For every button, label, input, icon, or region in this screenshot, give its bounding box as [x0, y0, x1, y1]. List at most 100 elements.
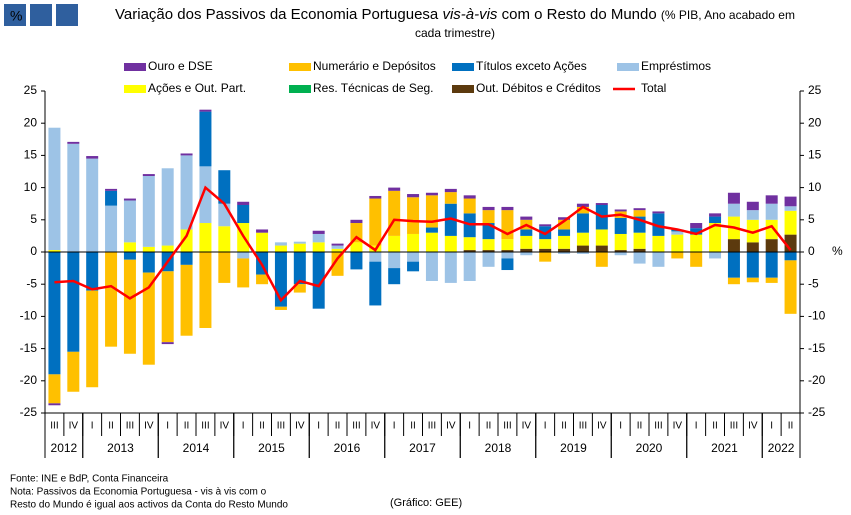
- x-tick-label: III: [503, 421, 511, 432]
- y-tick-label: -15: [20, 341, 38, 355]
- bar: [142, 252, 155, 273]
- x-tick-label: III: [277, 421, 285, 432]
- bar: [727, 203, 740, 217]
- bar: [123, 200, 136, 243]
- bar: [520, 229, 533, 236]
- bar: [690, 252, 703, 267]
- y-tick-label: 15: [808, 148, 822, 162]
- bar: [218, 252, 231, 283]
- bar: [463, 250, 476, 252]
- x-tick-label: IV: [597, 421, 607, 432]
- bar: [142, 272, 155, 365]
- bar: [595, 203, 608, 205]
- bar: [237, 252, 250, 259]
- bar: [652, 235, 665, 252]
- bar: [86, 252, 99, 291]
- bar: [671, 231, 684, 235]
- x-tick-label: III: [579, 421, 587, 432]
- x-tick-label: IV: [522, 421, 532, 432]
- bar: [199, 166, 212, 224]
- bar: [142, 246, 155, 252]
- bar: [558, 252, 571, 254]
- x-tick-label: IV: [673, 421, 683, 432]
- bar: [293, 241, 306, 244]
- bar: [237, 201, 250, 205]
- bar: [180, 264, 193, 336]
- bar: [312, 233, 325, 243]
- bar: [482, 210, 495, 224]
- bar: [67, 252, 80, 352]
- bar: [746, 201, 759, 211]
- y-tick-label: 25: [24, 83, 38, 97]
- y-tick-label: 0: [808, 244, 815, 258]
- bar: [388, 235, 401, 252]
- y-tick-label: 5: [30, 212, 37, 226]
- bar: [652, 252, 665, 267]
- bar: [727, 239, 740, 252]
- bar: [709, 223, 722, 252]
- bar: [350, 252, 363, 270]
- x-tick-label: IV: [371, 421, 381, 432]
- x-tick-label: II: [335, 421, 341, 432]
- bar: [463, 195, 476, 199]
- bar: [425, 192, 438, 196]
- bar: [425, 252, 438, 281]
- bar: [237, 204, 250, 224]
- bar: [633, 210, 646, 217]
- bar: [558, 217, 571, 220]
- bar: [293, 284, 306, 293]
- bar: [444, 188, 457, 193]
- bar: [388, 268, 401, 285]
- bar: [690, 234, 703, 252]
- x-tick-label: IV: [220, 421, 230, 432]
- x-tick-label: I: [242, 421, 245, 432]
- x-tick-label: I: [695, 421, 698, 432]
- bar: [671, 252, 684, 259]
- x-tick-label: II: [410, 421, 416, 432]
- bar: [652, 213, 665, 236]
- bar: [48, 403, 61, 406]
- x-tick-label: I: [317, 421, 320, 432]
- bar: [256, 232, 269, 252]
- bar: [331, 243, 344, 246]
- x-tick-label: II: [108, 421, 114, 432]
- bar: [293, 243, 306, 252]
- bar: [105, 188, 118, 191]
- bar: [369, 195, 382, 199]
- bar: [614, 209, 627, 212]
- bar: [444, 252, 457, 283]
- chart-title: Variação dos Passivos da Economia Portug…: [110, 6, 800, 42]
- bar: [539, 239, 552, 249]
- x-tick-label: IV: [144, 421, 154, 432]
- bar: [463, 252, 476, 281]
- bar: [199, 252, 212, 328]
- bar: [633, 208, 646, 211]
- bar: [558, 235, 571, 249]
- bar: [256, 274, 269, 285]
- year-label: 2021: [711, 441, 738, 455]
- y-tick-label: -20: [20, 373, 38, 387]
- bar: [482, 239, 495, 251]
- legend-swatch: [452, 85, 474, 93]
- note: Resto do Mundo é igual aos activos da Co…: [10, 500, 288, 511]
- logo-square: [56, 4, 78, 26]
- bar: [369, 261, 382, 306]
- y-label: %: [832, 244, 843, 258]
- x-tick-label: I: [619, 421, 622, 432]
- bar: [558, 219, 571, 230]
- bar: [218, 203, 231, 227]
- logo-square: [4, 4, 26, 26]
- y-tick-label: -5: [808, 276, 819, 290]
- bar: [652, 211, 665, 214]
- x-tick-label: III: [730, 421, 738, 432]
- bar: [105, 205, 118, 252]
- bar: [709, 252, 722, 259]
- bar: [709, 213, 722, 217]
- title-italic: vis-à-vis: [442, 6, 498, 23]
- bar: [350, 223, 363, 243]
- bar: [350, 242, 363, 252]
- bar: [407, 233, 420, 252]
- year-label: 2020: [636, 441, 663, 455]
- x-tick-label: II: [561, 421, 567, 432]
- y-tick-label: 20: [808, 115, 822, 129]
